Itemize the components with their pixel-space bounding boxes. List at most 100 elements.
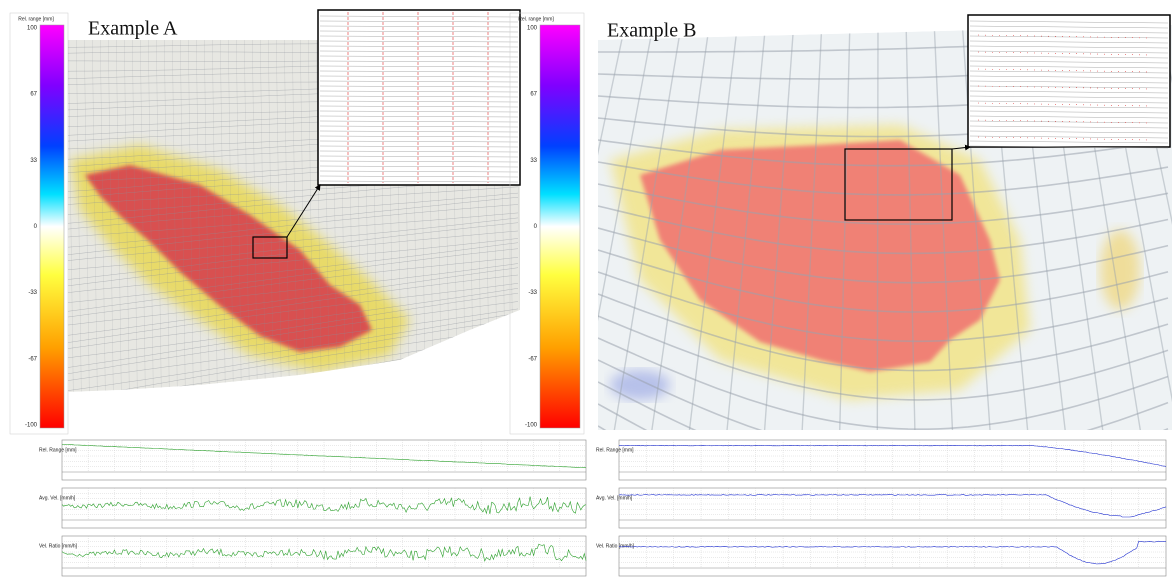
mesh-line: [203, 40, 211, 392]
panel: Rel. range [mm] 100 67 33 0 -33 -67 -100 Example…: [9, 9, 587, 577]
inset-line: [319, 65, 519, 68]
mesh-line: [876, 25, 879, 430]
inset-line: [319, 40, 519, 43]
plot: Rel. Range [mm]: [596, 439, 1167, 481]
mesh-line: [299, 40, 307, 392]
mesh-line: [68, 217, 519, 261]
mesh-line: [598, 161, 1169, 196]
inset-line: [969, 35, 1169, 39]
inset-line: [969, 90, 1169, 94]
inset-line: [319, 170, 519, 173]
mesh-line: [598, 315, 1169, 401]
plot: Vel. Ratio [mm/h]: [596, 535, 1167, 577]
colorbar-tick: 100: [27, 26, 38, 32]
inset-red: [977, 119, 1151, 124]
mesh-line: [68, 197, 519, 238]
inset-red: [977, 34, 1151, 39]
mesh-line: [68, 308, 519, 375]
zoom-box: [252, 236, 288, 259]
panel-title: Example B: [607, 20, 696, 42]
inset-line: [319, 125, 519, 128]
inset-line: [969, 55, 1169, 59]
inset-line: [969, 75, 1169, 79]
zoom-arrow: [951, 144, 971, 151]
plot-line: [61, 496, 587, 515]
inset-line: [319, 150, 519, 153]
plot: Avg. Vel. [mm/h]: [39, 487, 587, 529]
inset-line: [969, 120, 1169, 124]
mesh-line: [259, 40, 267, 392]
inset-line: [319, 115, 519, 118]
inset-line: [969, 25, 1169, 29]
inset-line: [319, 60, 519, 63]
mesh-line: [83, 40, 91, 392]
mesh-line: [68, 186, 519, 224]
mesh-line: [68, 274, 519, 336]
inset-line: [319, 25, 519, 28]
mesh-line: [275, 40, 283, 392]
mesh-line: [107, 40, 115, 392]
inset-line: [969, 20, 1169, 24]
inset-line: [969, 45, 1169, 49]
plot-label: Vel. Ratio [mm/h]: [596, 543, 635, 549]
inset-line: [319, 70, 519, 73]
colorbar-tick: 100: [527, 26, 538, 32]
mesh-line: [725, 25, 767, 430]
colorbar-tick: -100: [525, 423, 538, 429]
colorbar-label: Rel. range [mm]: [18, 16, 54, 22]
inset-line: [969, 125, 1169, 129]
mesh-line: [68, 238, 519, 287]
colorbar-tick: 67: [30, 92, 37, 98]
mesh-line: [598, 271, 1169, 343]
mesh-line: [598, 227, 1169, 284]
mesh-line: [612, 25, 683, 430]
inset-line: [319, 155, 519, 158]
colorbar-label: Rel. range [mm]: [518, 16, 554, 22]
mesh-line: [75, 40, 83, 392]
colorbar-tick: 67: [530, 92, 537, 98]
mesh-line: [235, 40, 243, 392]
colorbar-frame: [509, 12, 585, 435]
panel-title: Example A: [88, 18, 178, 40]
inset-line: [969, 135, 1169, 139]
mesh-line: [598, 205, 1169, 255]
inset-line: [969, 130, 1169, 134]
inset-red: [977, 136, 1151, 141]
panel: Rel. range [mm] 100 67 33 0 -33 -67 -100 Example…: [509, 12, 1172, 577]
inset-line: [969, 30, 1169, 34]
mesh-line: [171, 40, 179, 392]
mesh-line: [68, 40, 75, 392]
mesh-line: [598, 25, 627, 430]
plot-label: Avg. Vel. [mm/h]: [39, 495, 76, 501]
red-zone: [85, 165, 372, 352]
mesh-line: [283, 40, 291, 392]
mesh-line: [91, 40, 99, 392]
mesh-line: [123, 40, 131, 392]
inset-red: [977, 68, 1151, 73]
inset-line: [969, 140, 1169, 144]
mesh-line: [68, 230, 519, 280]
colorbar: [539, 24, 581, 429]
mesh-line: [68, 301, 519, 368]
inset-line: [969, 50, 1169, 54]
inset: [317, 9, 521, 186]
mesh-line: [68, 283, 519, 343]
mesh-line: [179, 40, 187, 392]
inset-line: [319, 175, 519, 178]
mesh-line: [243, 40, 251, 392]
colorbar-tick: 33: [30, 158, 37, 164]
mesh-line: [139, 40, 147, 392]
plot-label: Vel. Ratio [mm/h]: [39, 543, 78, 549]
mesh-line: [687, 25, 739, 430]
colorbar-tick: -67: [28, 356, 37, 362]
plot-label: Avg. Vel. [mm/h]: [596, 495, 633, 501]
blue-patch: [610, 370, 670, 400]
mesh-line: [598, 249, 1169, 313]
mesh-line: [68, 327, 519, 392]
inset-line: [319, 135, 519, 138]
mesh-line: [598, 25, 655, 430]
inset-line: [319, 165, 519, 168]
colorbar-tick: -100: [25, 423, 38, 429]
mesh-line: [68, 267, 519, 326]
colorbar-tick: 0: [534, 224, 538, 230]
